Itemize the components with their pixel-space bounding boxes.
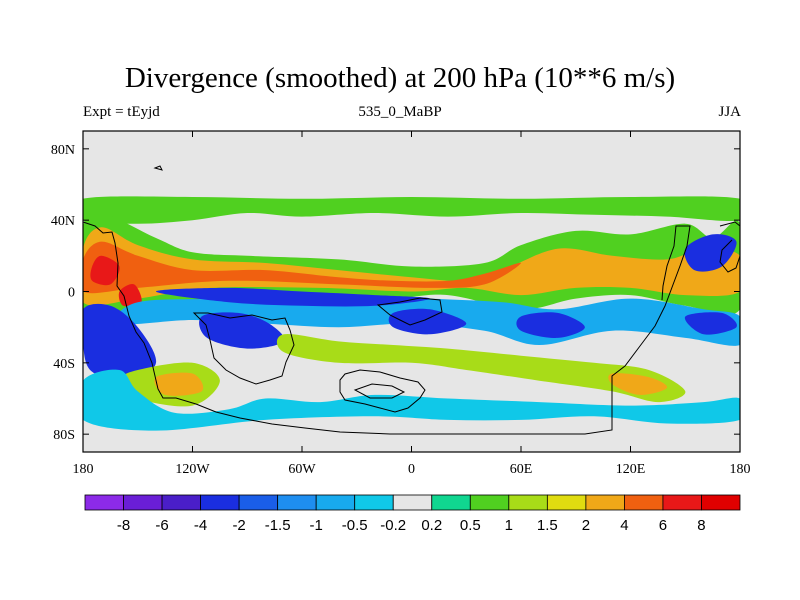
run-label: 535_0_MaBP xyxy=(358,104,442,120)
colorbar-label: -1.5 xyxy=(265,517,291,534)
colorbar-label: 1 xyxy=(505,517,513,534)
x-tick-label: 0 xyxy=(408,462,415,477)
colorbar-box xyxy=(238,494,279,511)
colorbar-box xyxy=(277,494,317,511)
season-label: JJA xyxy=(718,104,741,120)
colorbar-box xyxy=(701,494,741,511)
colorbar-label: -2 xyxy=(232,517,245,534)
contour-region xyxy=(118,284,142,307)
contour-region xyxy=(516,312,585,338)
contour-region xyxy=(276,334,686,403)
contour-region xyxy=(199,312,285,349)
y-tick-label: 80N xyxy=(51,143,75,158)
colorbar-box xyxy=(161,494,201,511)
contour-region xyxy=(83,227,740,306)
x-tick-label: 120E xyxy=(616,462,646,477)
contour-region xyxy=(684,234,737,272)
colorbar-label: -4 xyxy=(194,517,207,534)
contour-region xyxy=(90,255,120,286)
contour-region xyxy=(388,308,467,335)
y-tick-label: 40S xyxy=(53,357,75,372)
colorbar-label: -8 xyxy=(117,517,130,534)
colorbar-label: 2 xyxy=(582,517,590,534)
colorbar-label: -0.2 xyxy=(380,517,406,534)
colorbar-box xyxy=(662,494,702,511)
colorbar-box xyxy=(624,494,664,511)
x-tick-label: 180 xyxy=(73,462,94,477)
coastline xyxy=(83,165,740,435)
contour-region xyxy=(156,287,430,307)
contour-region xyxy=(83,241,521,294)
colorbar-label: -6 xyxy=(155,517,168,534)
colorbar-box xyxy=(469,494,510,511)
colorbar-box xyxy=(431,494,471,511)
colorbar-label: -0.5 xyxy=(342,517,368,534)
colorbar-box xyxy=(354,494,394,511)
colorbar-label: 1.5 xyxy=(537,517,558,534)
y-tick-label: 0 xyxy=(68,286,75,301)
colorbar-label: 4 xyxy=(620,517,628,534)
colorbar-box xyxy=(84,494,124,511)
colorbar-box xyxy=(546,494,587,511)
contour-region xyxy=(83,196,740,224)
colorbar-box xyxy=(508,494,548,511)
colorbar-box xyxy=(200,494,240,511)
x-tick-label: 60E xyxy=(510,462,533,477)
colorbar-label: 0.5 xyxy=(460,517,481,534)
contour-region xyxy=(83,303,157,381)
colorbar-label: 8 xyxy=(697,517,705,534)
y-tick-label: 40N xyxy=(51,214,75,229)
colorbar-box xyxy=(392,494,433,511)
colorbar-label: 0.2 xyxy=(421,517,442,534)
colorbar-label: -1 xyxy=(310,517,323,534)
contour-region xyxy=(83,369,740,431)
x-tick-label: 60W xyxy=(288,462,316,477)
contour-region xyxy=(608,373,668,395)
y-tick-label: 80S xyxy=(53,428,75,443)
contour-region xyxy=(684,312,737,335)
x-tick-label: 120W xyxy=(175,462,210,477)
x-tick-label: 180 xyxy=(730,462,751,477)
colorbar-box xyxy=(585,494,625,511)
colorbar-label: 6 xyxy=(659,517,667,534)
chart-title: Divergence (smoothed) at 200 hPa (10**6 … xyxy=(124,62,676,94)
experiment-label: Expt = tEyjd xyxy=(83,104,160,120)
colorbar-box xyxy=(315,494,356,511)
colorbar-box xyxy=(123,494,163,511)
contour-region xyxy=(154,372,204,396)
